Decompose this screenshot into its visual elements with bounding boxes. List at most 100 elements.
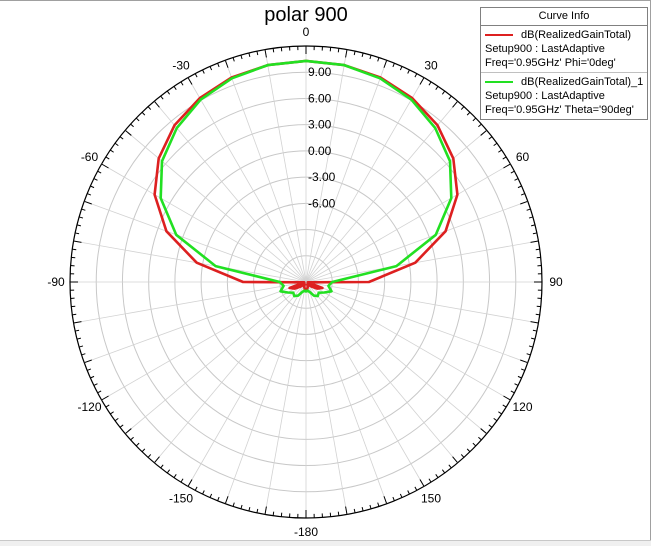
angle-tick — [511, 171, 515, 173]
legend-header: Curve Info — [481, 8, 647, 26]
angle-tick — [473, 118, 476, 121]
angle-tick — [115, 418, 118, 420]
angle-tick — [148, 454, 151, 457]
angle-tick — [415, 74, 417, 78]
angle-tick — [72, 249, 76, 250]
angle-tick — [203, 491, 205, 495]
angle-tick — [527, 209, 531, 210]
angle-tick-label: -90 — [47, 275, 65, 289]
angle-tick — [527, 354, 531, 355]
angle-tick — [346, 507, 347, 515]
angle-tick — [77, 225, 81, 226]
angle-tick — [241, 505, 242, 509]
angle-tick — [378, 58, 379, 62]
angle-tick — [521, 194, 525, 195]
angle-tick — [478, 124, 481, 127]
legend-entry-condition: Freq='0.95GHz' Phi='0deg' — [485, 56, 647, 70]
angle-tick — [90, 186, 94, 188]
angle-tick-label: 0 — [303, 25, 310, 39]
angle-tick — [449, 96, 451, 99]
angle-tick — [453, 101, 458, 107]
angle-tick — [429, 479, 431, 482]
angle-tick — [400, 494, 402, 498]
angle-tick — [467, 112, 470, 115]
angle-tick — [273, 48, 274, 52]
angle-tick — [531, 241, 539, 242]
angle-tick — [393, 63, 394, 67]
angle-tick-label: 90 — [549, 275, 563, 289]
angle-tick — [429, 82, 431, 85]
angle-tick — [136, 118, 139, 121]
angle-tick — [74, 241, 82, 242]
angle-tick — [195, 487, 197, 491]
radial-tick-label: -6.00 — [308, 196, 336, 210]
angle-tick — [481, 429, 487, 434]
angle-tick — [225, 496, 228, 504]
angle-tick — [498, 412, 501, 414]
angle-tick — [82, 354, 86, 355]
angle-tick — [370, 55, 371, 59]
angle-tick — [536, 249, 540, 250]
angle-tick — [115, 143, 118, 145]
angle-tick — [536, 314, 540, 315]
angle-tick — [531, 338, 535, 339]
angle-tick — [436, 86, 438, 89]
angle-tick-label: -150 — [169, 492, 193, 506]
legend-entry-2[interactable]: dB(RealizedGainTotal)_1 Setup900 : LastA… — [481, 72, 647, 117]
angle-tick — [442, 91, 444, 94]
angle-tick — [120, 425, 123, 427]
angle-tick — [257, 51, 258, 55]
angle-tick — [241, 55, 242, 59]
angle-tick — [362, 507, 363, 511]
angle-tick — [400, 66, 402, 70]
angle-tick — [393, 497, 394, 501]
angle-tick — [94, 384, 98, 386]
angle-tick — [384, 496, 387, 504]
angle-tick — [188, 479, 192, 486]
angle-tick — [494, 143, 497, 145]
radial-tick-label: 6.00 — [308, 91, 332, 105]
angle-tick — [218, 497, 219, 501]
angle-tick-label: 30 — [424, 58, 438, 72]
angle-tick — [181, 479, 183, 482]
angle-tick — [102, 164, 109, 168]
angle-tick — [210, 494, 212, 498]
legend-swatch-green — [485, 81, 513, 83]
angle-tick-label: 150 — [421, 492, 441, 506]
angle-tick — [518, 376, 522, 378]
angle-tick-label: -120 — [77, 400, 101, 414]
angle-tick — [489, 425, 492, 427]
angle-tick — [79, 217, 83, 218]
legend-entry-name: dB(RealizedGainTotal)_1 — [521, 75, 643, 89]
polar-grid — [70, 46, 542, 518]
angle-tick — [408, 70, 410, 74]
angle-tick — [75, 233, 79, 234]
legend-entry-setup: Setup900 : LastAdaptive — [485, 89, 647, 103]
angle-tick — [408, 491, 410, 495]
angle-tick-label: -180 — [294, 525, 318, 539]
angle-tick — [531, 225, 535, 226]
angle-tick-label: -30 — [172, 58, 190, 72]
radial-tick-label: 3.00 — [308, 118, 332, 132]
angle-tick — [79, 346, 83, 347]
angle-tick — [511, 391, 515, 393]
angle-tick — [529, 217, 533, 218]
angle-tick — [521, 369, 525, 370]
angle-tick — [531, 322, 539, 323]
angle-tick — [142, 112, 145, 115]
angle-tick — [529, 346, 533, 347]
angle-tick — [436, 474, 438, 477]
legend-entry-1[interactable]: dB(RealizedGainTotal) Setup900 : LastAda… — [481, 26, 647, 70]
angle-tick — [498, 150, 501, 152]
angle-tick — [257, 509, 258, 513]
radial-tick-label: 0.00 — [308, 144, 332, 158]
angle-tick — [75, 330, 79, 331]
angle-tick — [481, 130, 487, 135]
angle-tick — [503, 396, 510, 400]
angle-tick — [77, 338, 81, 339]
angle-tick — [161, 465, 163, 468]
angle-tick — [72, 314, 76, 315]
angle-tick — [518, 186, 522, 188]
curve-info-legend[interactable]: Curve Info dB(RealizedGainTotal) Setup90… — [480, 7, 648, 120]
angle-tick — [98, 391, 102, 393]
